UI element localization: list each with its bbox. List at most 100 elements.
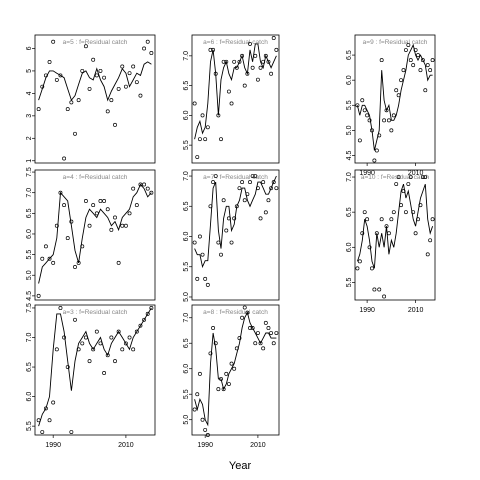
observation-point [91,203,96,208]
observation-point [62,156,67,161]
y-tick-label: 7.0 [183,313,190,323]
observation-point [211,47,216,52]
observation-point [123,341,128,346]
observation-point [250,174,255,178]
y-tick-label: 4.5 [346,150,353,160]
y-tick-label: 7.5 [26,303,33,313]
observation-point [370,266,374,271]
observation-point [94,211,99,216]
y-tick-label: 5.5 [346,100,353,110]
y-tick-label: 6.0 [183,110,190,120]
y-tick-label: 7.0 [183,51,190,61]
observation-point [248,325,252,330]
observation-point [54,223,59,228]
observation-point [240,180,245,185]
observation-point [142,46,147,51]
observation-point [411,63,416,68]
observation-point [362,210,367,215]
observation-point [87,223,92,228]
panel-a-4: a=4 : f=Residual catch 4.5 5.0 5.5 6.0 6.5 7.0… [26,167,156,301]
observation-point [245,192,250,197]
observation-point [403,210,408,215]
observation-point [36,418,41,423]
observation-point [98,68,103,73]
observation-point [396,175,401,179]
observation-point [224,59,229,64]
observation-point [200,252,205,257]
observation-point [240,53,245,58]
y-tick-label: 6.0 [346,75,353,85]
observation-point [266,325,271,330]
observation-point [120,64,125,69]
observation-point [105,353,110,358]
observation-point [109,98,114,103]
observation-point [87,86,92,91]
observation-point [216,240,221,245]
observation-point [357,259,362,264]
y-tick-label: 6.0 [183,232,190,242]
y-tick-label: 5.5 [346,277,353,287]
observation-point [360,231,365,236]
observation-point [382,294,387,299]
y-tick-label: 5.0 [346,125,353,135]
observation-point [127,211,132,216]
observation-point [250,325,255,330]
y-tick-label: 6.5 [26,362,33,372]
x-tick-label: 2010 [118,442,134,449]
observation-point [98,199,103,203]
observation-point [192,240,197,245]
observation-point [274,186,279,191]
observation-point [102,199,107,203]
observation-point [237,59,242,64]
fitted-line [194,175,277,269]
observation-point [98,341,103,346]
panel-label: a=8 : f=Residual catch [203,309,268,316]
observation-point [80,341,85,346]
y-tick-label: 5.5 [183,262,190,272]
observation-point [109,335,114,340]
observation-point [208,47,213,52]
observation-point [80,68,85,73]
observation-point [142,317,147,322]
observation-point [208,351,213,356]
observation-point [51,260,56,265]
observation-point [40,430,45,434]
observation-point [43,406,48,411]
observation-point [54,77,59,82]
observation-point [430,217,435,222]
observation-point [379,217,384,222]
observation-point [232,216,237,221]
observation-point [83,199,88,203]
observation-point [406,182,411,187]
observation-point [365,113,370,118]
observation-point [58,73,63,78]
observation-point [266,198,271,203]
observation-point [120,347,125,352]
observation-point [102,371,107,375]
observation-point [263,320,268,325]
observation-point [43,244,48,249]
observation-point [229,240,234,245]
observation-point [237,186,242,191]
observation-point [413,231,418,236]
observation-point [384,108,389,113]
observation-point [357,138,362,143]
observation-point [255,331,260,335]
fitted-line [38,61,152,102]
panel-label: a=9 : f=Residual catch [363,39,428,46]
observation-point [65,236,70,241]
observation-point [365,217,370,222]
observation-point [36,293,41,298]
observation-point [258,216,263,221]
observation-point [245,310,250,315]
observation-point [226,382,231,386]
observation-point [418,203,423,208]
x-tick-label: 1990 [45,442,61,449]
observation-point [54,347,59,352]
observation-point [145,186,150,191]
y-tick-label: 6 [26,46,33,50]
observation-point [105,207,110,212]
observation-point [403,48,408,53]
observation-point [394,88,399,93]
